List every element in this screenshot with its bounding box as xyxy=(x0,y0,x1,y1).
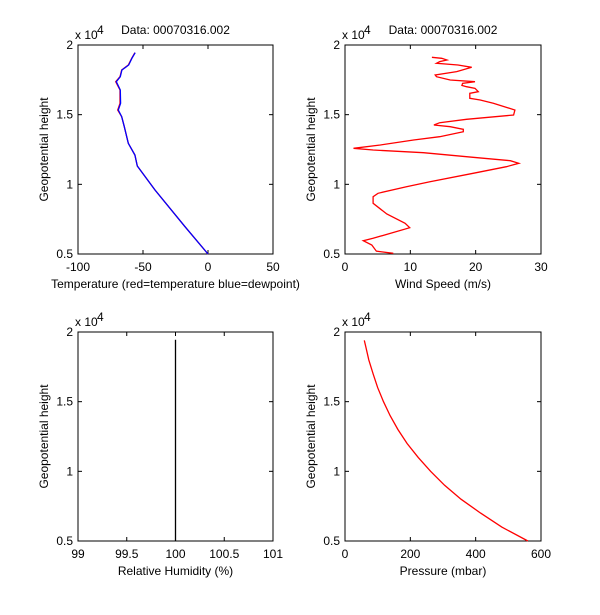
x-tick-label: 100.5 xyxy=(209,547,239,561)
y-axis-label: Geopotential height xyxy=(37,97,51,202)
y-axis-label: Geopotential height xyxy=(37,384,51,489)
y-tick-label: 0.5 xyxy=(323,534,340,548)
x-tick-label: -100 xyxy=(66,260,90,274)
x-tick-label: 20 xyxy=(469,260,483,274)
y-tick-label: 1 xyxy=(66,177,73,191)
x-tick-label: 10 xyxy=(404,260,418,274)
axes-box xyxy=(77,44,274,255)
y-tick-label: 2 xyxy=(66,38,73,52)
x-axis-label: Pressure (mbar) xyxy=(400,564,487,578)
axes-box xyxy=(344,331,542,542)
y-tick-label: 2 xyxy=(333,325,340,339)
x-tick-label: 100 xyxy=(165,547,185,561)
x-tick-label: 0 xyxy=(205,260,212,274)
x-tick-label: 50 xyxy=(266,260,280,274)
y-exponent: 4 xyxy=(97,310,104,324)
series-line-dewpoint xyxy=(115,52,209,255)
x-axis-label: Relative Humidity (%) xyxy=(118,564,233,578)
x-tick-label: 200 xyxy=(400,547,420,561)
y-tick-label: 1 xyxy=(66,464,73,478)
y-tick-label: 0.5 xyxy=(323,247,340,261)
y-tick-label: 2 xyxy=(333,38,340,52)
y-tick-label: 1 xyxy=(333,177,340,191)
x-axis-label: Temperature (red=temperature blue=dewpoi… xyxy=(51,277,300,291)
x-tick-label: 400 xyxy=(466,547,486,561)
x-tick-label: 30 xyxy=(534,260,548,274)
subplot-4: 0 200 400 600 0.5 1 1.5 2x 10 4 Pressure (mbar) Ge… xyxy=(304,310,551,578)
x-tick-label: 101 xyxy=(263,547,283,561)
y-exponent: 4 xyxy=(97,23,104,37)
x-tick-label: 99 xyxy=(71,547,85,561)
series-line-wind-speed xyxy=(353,56,522,254)
axes-box xyxy=(344,44,542,255)
y-tick-label: 1.5 xyxy=(323,108,340,122)
y-exponent-label: x 10 xyxy=(75,315,98,329)
y-exponent: 4 xyxy=(364,23,371,37)
y-tick-label: 0.5 xyxy=(56,247,73,261)
y-exponent-label: x 10 xyxy=(342,28,365,42)
subplot-2: 0 10 20 30 0.5 1 1.5 2x 10 4 Data: 00070316.002 Wi… xyxy=(304,23,548,291)
y-exponent: 4 xyxy=(364,310,371,324)
series-line-pressure xyxy=(363,340,529,542)
x-tick-label: 600 xyxy=(531,547,551,561)
y-tick-label: 1.5 xyxy=(56,108,73,122)
y-exponent-label: x 10 xyxy=(75,28,98,42)
chart-title: Data: 00070316.002 xyxy=(389,23,498,37)
y-tick-label: 1 xyxy=(333,464,340,478)
y-axis-label: Geopotential height xyxy=(304,384,318,489)
y-tick-label: 1.5 xyxy=(56,395,73,409)
y-exponent-label: x 10 xyxy=(342,315,365,329)
x-tick-label: 0 xyxy=(342,547,349,561)
y-axis-label: Geopotential height xyxy=(304,97,318,202)
subplot-3: 99 99.5 100 100.5 101 0.5 1 1.5 2x 10 4 Relative H… xyxy=(37,310,283,578)
y-tick-label: 1.5 xyxy=(323,395,340,409)
x-tick-label: 0 xyxy=(342,260,349,274)
x-tick-label: 99.5 xyxy=(115,547,139,561)
y-tick-label: 0.5 xyxy=(56,534,73,548)
subplot-1: -100 -50 0 50 0.5 1 1.5 2x 10 4 Data: 00070316.00… xyxy=(37,23,300,291)
x-tick-label: -50 xyxy=(134,260,152,274)
chart-title: Data: 00070316.002 xyxy=(121,23,230,37)
x-axis-label: Wind Speed (m/s) xyxy=(395,277,491,291)
y-tick-label: 2 xyxy=(66,325,73,339)
